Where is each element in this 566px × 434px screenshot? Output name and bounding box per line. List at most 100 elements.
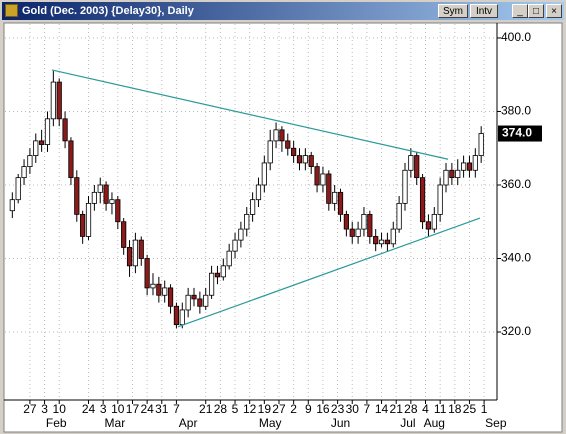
app-icon	[5, 4, 18, 17]
candle-body	[302, 155, 308, 164]
candle-body	[343, 213, 349, 230]
month-label: Apr	[179, 416, 198, 430]
x-tick-label: 9	[305, 402, 312, 416]
candle-body	[472, 155, 478, 171]
candle-body	[250, 199, 256, 215]
candle-body	[396, 202, 402, 230]
intv-button[interactable]: Intv	[470, 4, 498, 18]
candle-body	[103, 184, 109, 204]
candle-body	[220, 265, 226, 278]
y-tick-label: 340.0	[501, 251, 531, 265]
candle-body	[91, 191, 97, 204]
candle-body	[138, 239, 144, 259]
candle-body	[214, 272, 221, 278]
x-tick-label: 3	[41, 402, 48, 416]
candle-body	[15, 177, 21, 201]
candle-body	[425, 221, 432, 230]
candle-body	[332, 191, 338, 204]
x-tick-label: 27	[272, 402, 286, 416]
candle-body	[27, 155, 33, 168]
candle-body	[437, 184, 443, 215]
x-tick-label: 14	[375, 402, 389, 416]
candle-body	[443, 169, 449, 186]
y-tick-label: 360.0	[501, 177, 531, 191]
month-label: Sep	[485, 416, 507, 430]
x-tick-label: 27	[23, 402, 37, 416]
x-tick-label: 17	[126, 402, 140, 416]
x-tick-label: 11	[434, 402, 447, 416]
candle-body	[191, 294, 197, 300]
candle-body	[185, 294, 191, 311]
y-tick-label: 320.0	[501, 324, 531, 338]
trendline	[51, 69, 449, 160]
candle-body	[279, 129, 285, 142]
x-tick-label: 1	[481, 402, 488, 416]
x-tick-label: 21	[199, 402, 213, 416]
candle-body	[267, 140, 273, 164]
candle-body	[408, 155, 414, 171]
candle-body	[121, 221, 127, 248]
candle-body	[208, 272, 215, 296]
x-tick-label: 24	[82, 402, 96, 416]
sym-button[interactable]: Sym	[438, 4, 468, 18]
candle-body	[179, 309, 185, 326]
candle-body	[255, 184, 262, 201]
candle-body	[173, 305, 180, 326]
candle-body	[285, 140, 291, 149]
candle-body	[85, 202, 92, 237]
month-label: Jun	[331, 416, 350, 430]
candle-body	[308, 155, 314, 168]
candle-body	[296, 155, 303, 164]
x-tick-label: 19	[258, 402, 272, 416]
minimize-button[interactable]: _	[512, 4, 528, 18]
candle-body	[56, 81, 62, 120]
candle-body	[238, 228, 244, 241]
x-tick-label: 2	[290, 402, 297, 416]
last-price-label: 374.0	[502, 126, 532, 140]
maximize-button[interactable]: □	[528, 4, 544, 18]
chart-background	[3, 22, 563, 433]
month-label: Aug	[424, 416, 445, 430]
candle-body	[197, 298, 203, 307]
candle-body	[355, 228, 361, 237]
candle-body	[460, 162, 467, 171]
candle-body	[378, 239, 385, 245]
x-tick-label: 28	[214, 402, 228, 416]
candle-body	[367, 213, 373, 237]
close-button[interactable]: ×	[546, 4, 562, 18]
candle-body	[449, 169, 455, 179]
candle-body	[144, 258, 150, 289]
candle-body	[50, 81, 56, 120]
candle-body	[74, 177, 80, 215]
candle-body	[455, 169, 461, 179]
x-tick-label: 3	[100, 402, 107, 416]
candle-body	[62, 118, 68, 142]
x-tick-label: 7	[364, 402, 371, 416]
candle-body	[466, 162, 473, 171]
candle-body	[414, 155, 420, 179]
candle-body	[320, 173, 326, 186]
title-bar: Gold (Dec. 2003) {Delay30}, Daily Sym In…	[2, 2, 564, 20]
candle-body	[80, 213, 86, 237]
candle-body	[232, 239, 238, 252]
last-price-box	[498, 125, 542, 142]
month-label: Mar	[105, 416, 126, 430]
candle-body	[9, 199, 15, 212]
x-tick-label: 24	[140, 402, 154, 416]
x-tick-label: 16	[316, 402, 330, 416]
x-tick-label: 12	[243, 402, 257, 416]
candle-body	[156, 283, 162, 296]
candle-body	[132, 239, 138, 267]
y-tick-label: 400.0	[501, 30, 531, 44]
candle-body	[419, 177, 426, 223]
x-tick-label: 4	[422, 402, 429, 416]
candle-body	[126, 247, 133, 267]
x-tick-label: 21	[390, 402, 404, 416]
candle-body	[349, 228, 355, 237]
candle-body	[109, 199, 115, 204]
candle-body	[373, 236, 379, 245]
candle-body	[314, 166, 320, 186]
candle-body	[326, 173, 332, 204]
candle-body	[39, 140, 45, 145]
